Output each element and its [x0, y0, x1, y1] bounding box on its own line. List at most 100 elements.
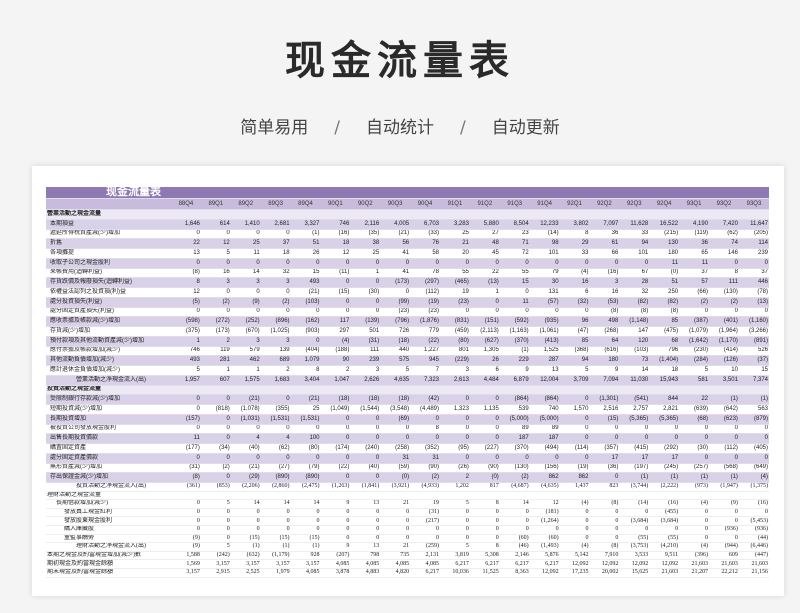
value-cell: (227): [469, 443, 500, 454]
value-cell: 0: [469, 525, 500, 535]
value-cell: 22: [171, 238, 201, 249]
value-cell: 0: [260, 516, 291, 526]
value-cell: 0: [410, 414, 441, 425]
value-cell: 6,703: [410, 219, 441, 230]
value-cell: (896): [260, 316, 291, 327]
value-cell: 8: [469, 499, 500, 509]
value-cell: 3,802: [559, 219, 590, 230]
period-header-cell: 89Q4: [290, 198, 321, 210]
value-cell: (59): [380, 463, 411, 474]
value-cell: 3,157: [230, 559, 261, 569]
row-label: 處分固定資產價款: [46, 453, 171, 464]
value-cell: (1,025): [260, 326, 291, 337]
value-cell: (173): [380, 277, 411, 288]
value-cell: [559, 209, 590, 220]
value-cell: 7,323: [410, 375, 441, 386]
value-cell: 19: [410, 499, 441, 509]
table-row: 呆帳費用(迴轉利益) (8) 16 14 32 15 (11) 1 41 78 55 22 55 79 (4…: [46, 268, 769, 279]
value-cell: 0: [380, 516, 411, 526]
value-cell: (670): [230, 326, 261, 337]
table-row: 理財活動之淨現金流入(出) (9) 5 (1) (1) (1) 9 13 21 (259) 5 8 (4…: [46, 542, 769, 552]
value-cell: 51: [290, 238, 321, 249]
value-cell: 0: [709, 258, 739, 269]
value-cell: (831): [440, 316, 470, 327]
value-cell: 1,047: [320, 375, 351, 386]
page-subtitle: 简单易用 / 自动统计 / 自动更新: [0, 113, 800, 138]
value-cell: 498: [589, 316, 620, 327]
period-header-cell: 90Q3: [380, 198, 411, 210]
value-cell: (15): [260, 534, 291, 544]
value-cell: 55: [440, 268, 470, 279]
value-cell: 0: [350, 424, 381, 435]
cash-flow-table: 现金流量表 88Q4 89Q1 89Q2 89Q3 89Q4 90Q1 90Q2 90Q3 90Q…: [46, 187, 769, 578]
value-cell: 9,511: [649, 551, 680, 561]
value-cell: 22: [679, 394, 710, 405]
value-cell: (936): [738, 525, 769, 535]
value-cell: [410, 385, 441, 396]
row-label: 發放員工現金紅利: [46, 508, 171, 518]
value-cell: (8): [619, 307, 650, 318]
value-cell: 5: [380, 365, 411, 376]
value-cell: (240): [350, 443, 381, 454]
value-cell: 73: [619, 355, 650, 366]
value-cell: (3,548): [380, 404, 411, 415]
value-cell: 25: [290, 404, 321, 415]
value-cell: (90): [410, 463, 441, 474]
row-label: 存出保證金減(少)增加: [46, 472, 171, 483]
table-row: 長期借款增加(減少) 0 5 14 14 14 9 13 21 19 5 8 14 12 (4) (8) (14…: [46, 499, 769, 509]
value-cell: 16,522: [649, 219, 680, 230]
value-cell: (455): [649, 508, 680, 518]
value-cell: 72: [499, 248, 530, 259]
value-cell: (2,206): [230, 482, 261, 492]
value-cell: [559, 491, 590, 501]
value-cell: 250: [649, 287, 680, 298]
value-cell: 0: [559, 258, 590, 269]
value-cell: 2,613: [440, 375, 470, 386]
value-cell: 0: [171, 394, 201, 405]
row-label: 無形資產減(少)增加: [46, 463, 171, 474]
value-cell: (1,264): [529, 516, 560, 526]
value-cell: 8: [410, 424, 441, 435]
value-cell: 11,525: [469, 568, 500, 578]
value-cell: 23: [499, 229, 530, 240]
value-cell: 0: [230, 258, 261, 269]
row-label: 投資活動之現金流量: [46, 385, 171, 396]
value-cell: 14: [619, 365, 650, 376]
value-cell: 0: [171, 499, 201, 509]
value-cell: [290, 491, 321, 501]
row-label: 遞延所得稅資產減(少)增加: [46, 229, 171, 240]
value-cell: [200, 385, 231, 396]
value-cell: 5: [440, 499, 470, 509]
value-cell: 0: [709, 424, 739, 435]
row-label: 長期借款增加(減少): [46, 499, 171, 509]
value-cell: 1,570: [559, 404, 590, 415]
value-cell: (404): [290, 346, 321, 357]
sheet-title-row: 现金流量表: [46, 187, 769, 199]
value-cell: 3,157: [171, 568, 201, 578]
value-cell: 239: [350, 355, 381, 366]
value-cell: 462: [230, 355, 261, 366]
value-cell: 0: [499, 307, 530, 318]
period-header-cell: 91Q1: [440, 198, 470, 210]
period-header-cell: 91Q4: [529, 198, 560, 210]
value-cell: 1,227: [410, 346, 441, 357]
value-cell: 3,283: [440, 219, 470, 230]
value-cell: (151): [469, 316, 500, 327]
value-cell: 0: [738, 508, 769, 518]
value-cell: 1,957: [171, 375, 201, 386]
value-cell: 25: [350, 248, 381, 259]
value-cell: 27: [469, 229, 500, 240]
value-cell: 3,404: [290, 375, 321, 386]
value-cell: 239: [738, 248, 769, 259]
value-cell: 21,207: [679, 568, 710, 578]
row-label: 預付款項及其他流動資產減(少)增加: [46, 336, 171, 347]
value-cell: 114: [738, 238, 769, 249]
value-cell: 945: [410, 355, 441, 366]
period-header-cell: 93Q1: [679, 198, 710, 210]
value-cell: (230): [679, 346, 710, 357]
value-cell: (879): [738, 414, 769, 425]
value-cell: (4): [559, 499, 590, 509]
value-cell: 0: [649, 433, 680, 444]
table-row: 各項攤提 13 5 11 18 26 12 25 41 58 20 45 72 101 33 66 101 180…: [46, 248, 769, 259]
value-cell: 6,217: [469, 559, 500, 569]
